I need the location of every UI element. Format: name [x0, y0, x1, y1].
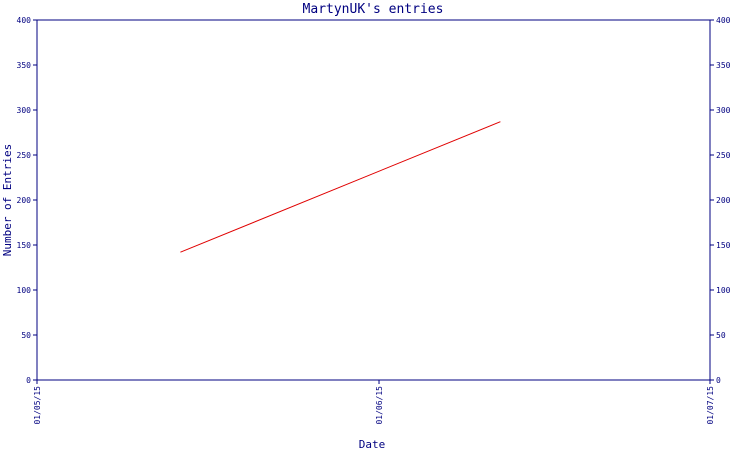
y-tick-label-left: 0 [26, 376, 31, 385]
y-tick-label-left: 100 [17, 286, 32, 295]
y-tick-label-right: 50 [716, 331, 726, 340]
y-tick-label-right: 350 [716, 61, 731, 70]
x-tick-label: 01/06/15 [375, 386, 384, 425]
x-tick-label: 01/07/15 [706, 386, 715, 425]
chart-title: MartynUK's entries [303, 2, 444, 17]
y-tick-label-left: 50 [21, 331, 31, 340]
x-tick-label: 01/05/15 [33, 386, 42, 425]
y-tick-label-right: 400 [716, 16, 731, 25]
y-tick-label-left: 200 [17, 196, 32, 205]
y-tick-label-right: 0 [716, 376, 721, 385]
y-tick-label-left: 300 [17, 106, 32, 115]
y-tick-label-right: 300 [716, 106, 731, 115]
y-tick-label-right: 100 [716, 286, 731, 295]
y-tick-label-right: 250 [716, 151, 731, 160]
y-tick-label-right: 150 [716, 241, 731, 250]
y-tick-label-right: 200 [716, 196, 731, 205]
plot-frame [36, 19, 711, 381]
y-tick-label-left: 150 [17, 241, 32, 250]
y-tick-label-left: 250 [17, 151, 32, 160]
y-tick-label-left: 400 [17, 16, 32, 25]
y-axis-label: Number of Entries [1, 144, 14, 257]
y-tick-label-left: 350 [17, 61, 32, 70]
series-line [180, 121, 501, 253]
x-axis-label: Date [359, 438, 386, 450]
